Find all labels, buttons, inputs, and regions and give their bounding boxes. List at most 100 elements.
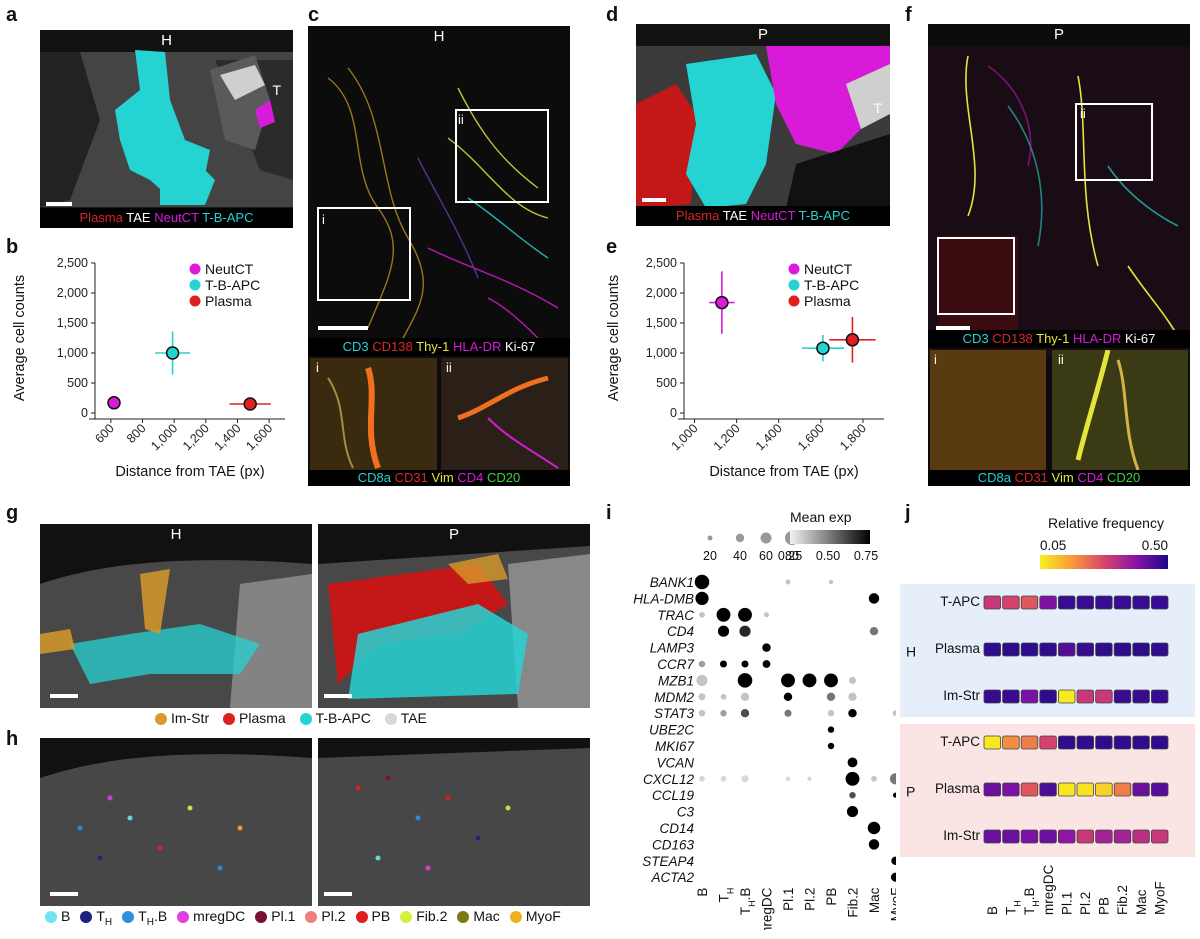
marker (107, 396, 121, 410)
dot-ccr7 (762, 660, 771, 668)
gene-label: C3 (677, 805, 695, 820)
heat-cell (1076, 689, 1095, 704)
panel-c-inset-i-label: i (322, 212, 325, 227)
panel-f-header: P (928, 24, 1190, 46)
heat-cell (983, 595, 1002, 610)
panel-h-right-map (318, 748, 590, 906)
celltype-label: Pl.2 (803, 888, 818, 911)
legend-hla-dr: HLA-DR (452, 339, 502, 354)
x-tick-label: 1,200 (711, 421, 743, 453)
legend-thy1: Thy-1 (1036, 331, 1070, 346)
column-label: B (985, 906, 1000, 915)
dot-cd4 (717, 625, 730, 637)
legend-plasma: Plasma (79, 210, 123, 225)
group-label-h: H (906, 644, 916, 660)
heat-cell (983, 829, 1002, 844)
legend-ki67: Ki-67 (505, 339, 536, 354)
panel-f-legend-1: CD3 CD138 Thy-1 HLA-DR Ki-67 (928, 330, 1190, 348)
dot-cxcl12 (699, 775, 705, 782)
legend-tae: TAE (384, 710, 427, 726)
legend-swatch (788, 263, 800, 275)
legend-label: T-B-APC (804, 277, 859, 293)
dot-cd4 (869, 626, 879, 636)
heat-cell (1150, 689, 1169, 704)
panel-g-right-map (318, 546, 590, 708)
gene-label: LAMP3 (650, 641, 695, 656)
panel-c-legend-2: CD8a CD31 Vim CD4 CD20 (308, 470, 570, 486)
x-axis-title: Distance from TAE (px) (115, 464, 264, 480)
panel-label-d: d (606, 4, 619, 26)
row-label: Plasma (935, 781, 981, 796)
celltype-label: B (695, 888, 710, 897)
dot-ube2c (827, 726, 835, 733)
y-tick-label: 2,500 (57, 256, 88, 270)
group-label-p: P (906, 784, 915, 800)
panel-f-multiplex-image (928, 46, 1190, 356)
panel-g-left-image: H (40, 524, 312, 708)
heat-cell (1076, 782, 1095, 797)
legend-cd8a: CD8a (977, 470, 1012, 485)
dot-cxcl12 (871, 775, 877, 782)
panel-d-header: P (636, 24, 890, 46)
panel-label-i: i (606, 502, 612, 524)
y-tick-label: 1,500 (57, 316, 88, 330)
y-tick-label: 500 (656, 376, 677, 390)
legend-h-item-0: B (45, 908, 70, 924)
x-tick-label: 600 (92, 421, 117, 446)
dot-trac (699, 611, 705, 618)
legend-label: T-B-APC (205, 277, 260, 293)
panel-f-zoom-i-label: i (934, 352, 937, 367)
dot-mzb1 (696, 674, 708, 686)
size-legend-dot (760, 532, 772, 544)
legend-cd3: CD3 (342, 339, 369, 354)
heat-cell (1150, 782, 1169, 797)
dot-trac (738, 607, 752, 622)
panel-c-zoom-insets (310, 358, 568, 470)
gene-label: MDM2 (654, 690, 694, 705)
heat-cell (1057, 642, 1076, 657)
row-label: T-APC (940, 594, 980, 609)
panel-d-legend: Plasma TAE NeutCT T-B-APC (636, 206, 890, 226)
data-point-neutct (709, 271, 735, 334)
dot-mzb1 (848, 676, 857, 684)
legend-h-item-1: TH (80, 908, 112, 928)
row-label: Plasma (935, 641, 981, 656)
heat-cell (1057, 782, 1076, 797)
legend-tae: TAE (722, 208, 748, 223)
heat-cell (1076, 595, 1095, 610)
heat-cell (1113, 829, 1132, 844)
heat-cell (1150, 735, 1169, 750)
color-legend-tick: 0.75 (854, 549, 878, 563)
panel-d-corner-label: T (873, 100, 882, 116)
heat-cell (1095, 595, 1113, 610)
dot-stat3 (892, 710, 896, 717)
dot-cd4 (739, 625, 751, 637)
legend-neutct: NeutCT (154, 210, 199, 225)
legend-h-item-3: mregDC (177, 908, 245, 924)
colorbar-tick-min: 0.05 (1040, 538, 1066, 553)
heat-cell (1039, 689, 1057, 704)
y-tick-label: 2,000 (57, 286, 88, 300)
heat-cell (1057, 689, 1076, 704)
heat-cell (1132, 642, 1150, 657)
celltype-label: Pl.1 (781, 888, 796, 911)
dot-bank1 (828, 579, 834, 585)
heat-cell (1057, 595, 1076, 610)
dot-ccr7 (741, 660, 749, 668)
panel-h-left-map (40, 754, 312, 906)
size-legend-dot (707, 535, 713, 541)
gene-label: STAT3 (654, 706, 694, 721)
legend-vim: Vim (1051, 470, 1074, 485)
legend-cd31: CD31 (394, 470, 428, 485)
column-label: PB (1097, 897, 1112, 915)
dot-ccl19 (892, 792, 896, 798)
legend-vim: Vim (431, 470, 454, 485)
panel-d-tissue-map (636, 46, 890, 208)
dot-trac (716, 607, 731, 622)
x-axis-title: Distance from TAE (px) (709, 464, 858, 480)
legend-swatch (189, 295, 201, 307)
celltype-label: MyoF (889, 888, 897, 922)
legend-swatch (189, 263, 201, 275)
gene-label: HLA-DMB (633, 591, 694, 606)
panel-label-g: g (6, 502, 19, 524)
